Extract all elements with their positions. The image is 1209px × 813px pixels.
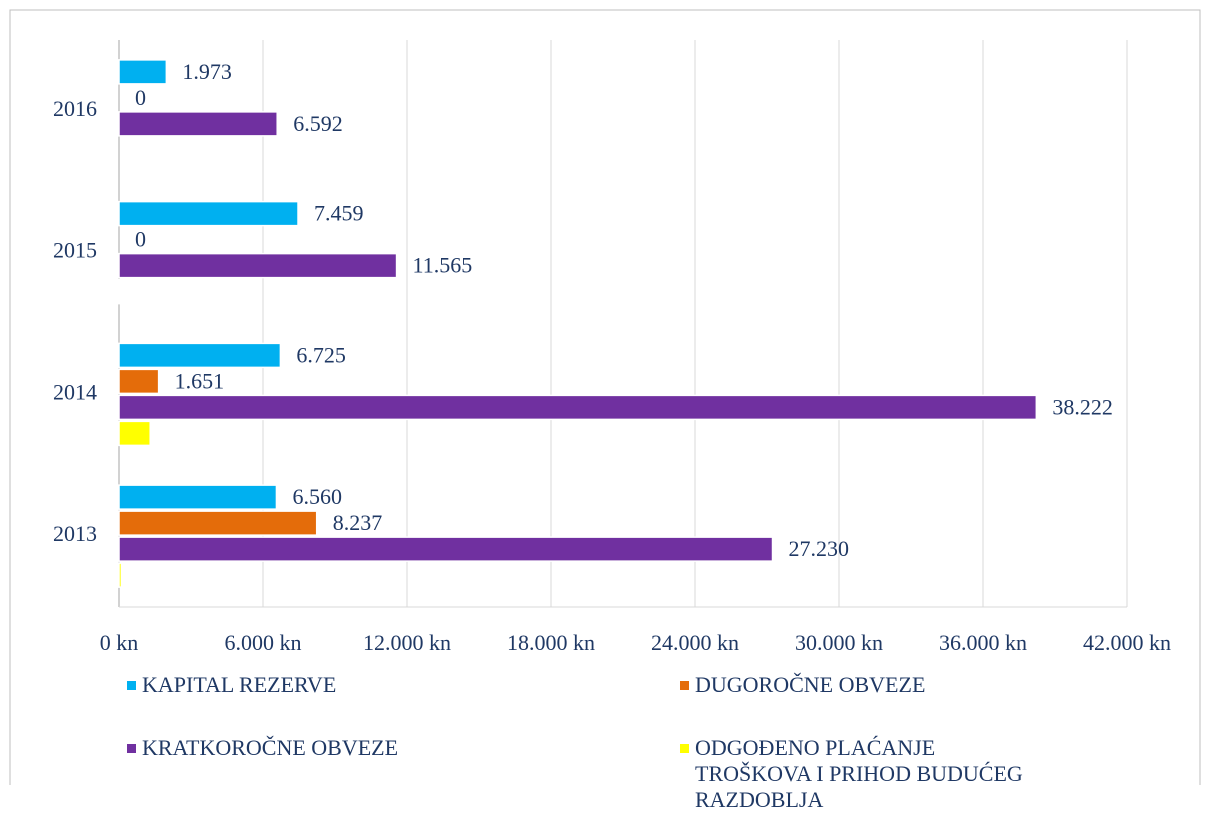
data-label: 38.222 (1052, 394, 1113, 419)
bar (118, 59, 168, 85)
data-label: 11.565 (413, 253, 473, 278)
bar (118, 420, 151, 447)
data-label: 1.651 (175, 368, 225, 393)
y-tick-label: 2015 (53, 238, 97, 263)
legend-swatch (680, 681, 689, 690)
data-label: 27.230 (789, 536, 850, 561)
legend-label: KAPITAL REZERVE (142, 672, 337, 697)
data-label: 7.459 (314, 201, 364, 226)
page: 0 kn 6.000 kn 12.000 kn 18.000 kn 24.000 kn 3… (9, 9, 1201, 812)
chart: 0 kn 6.000 kn 12.000 kn 18.000 kn 24.000 kn 3… (9, 9, 1201, 785)
x-tick-label: 24.000 kn (651, 630, 739, 655)
legend-swatch (680, 744, 689, 753)
y-tick-label: 2014 (53, 379, 97, 404)
x-tick-label: 36.000 kn (939, 630, 1027, 655)
x-tick-label: 12.000 kn (363, 630, 451, 655)
legend-swatch (127, 681, 136, 690)
legend-item: DUGOROČNE OBVEZE (680, 672, 1025, 698)
data-label: 6.560 (292, 484, 342, 509)
data-label: 0 (135, 227, 146, 252)
bar (118, 394, 1038, 421)
x-tick-label: 6.000 kn (225, 630, 302, 655)
frame (9, 9, 1201, 785)
data-label: 6.592 (293, 111, 343, 136)
legend-item: ODGOĐENO PLAĆANJE TROŠKOVA I PRIHOD BUDU… (680, 735, 1025, 813)
bar (118, 510, 318, 536)
bar (118, 562, 123, 588)
y-tick-label: 2016 (53, 96, 97, 121)
data-label: 6.725 (296, 342, 346, 367)
y-tick-label: 2013 (53, 521, 97, 546)
bar (118, 278, 121, 305)
legend-item: KRATKOROČNE OBVEZE (127, 735, 472, 761)
data-label: 8.237 (333, 510, 383, 535)
legend-label: DUGOROČNE OBVEZE (695, 672, 926, 697)
legend-item: KAPITAL REZERVE (127, 672, 472, 698)
x-tick-label: 0 kn (100, 630, 139, 655)
data-label: 1.973 (182, 59, 232, 84)
bar (118, 484, 278, 510)
legend-label: KRATKOROČNE OBVEZE (142, 735, 399, 760)
bar (118, 200, 299, 227)
bar (118, 342, 282, 369)
legend-swatch (127, 744, 136, 753)
bar (118, 536, 774, 562)
bar (118, 368, 160, 395)
x-tick-label: 30.000 kn (795, 630, 883, 655)
bar (118, 252, 398, 279)
data-label: 0 (135, 85, 146, 110)
x-tick-label: 42.000 kn (1083, 630, 1171, 655)
legend-label: ODGOĐENO PLAĆANJE TROŠKOVA I PRIHOD BUDU… (695, 735, 1023, 812)
x-tick-label: 18.000 kn (507, 630, 595, 655)
bar (118, 111, 278, 137)
